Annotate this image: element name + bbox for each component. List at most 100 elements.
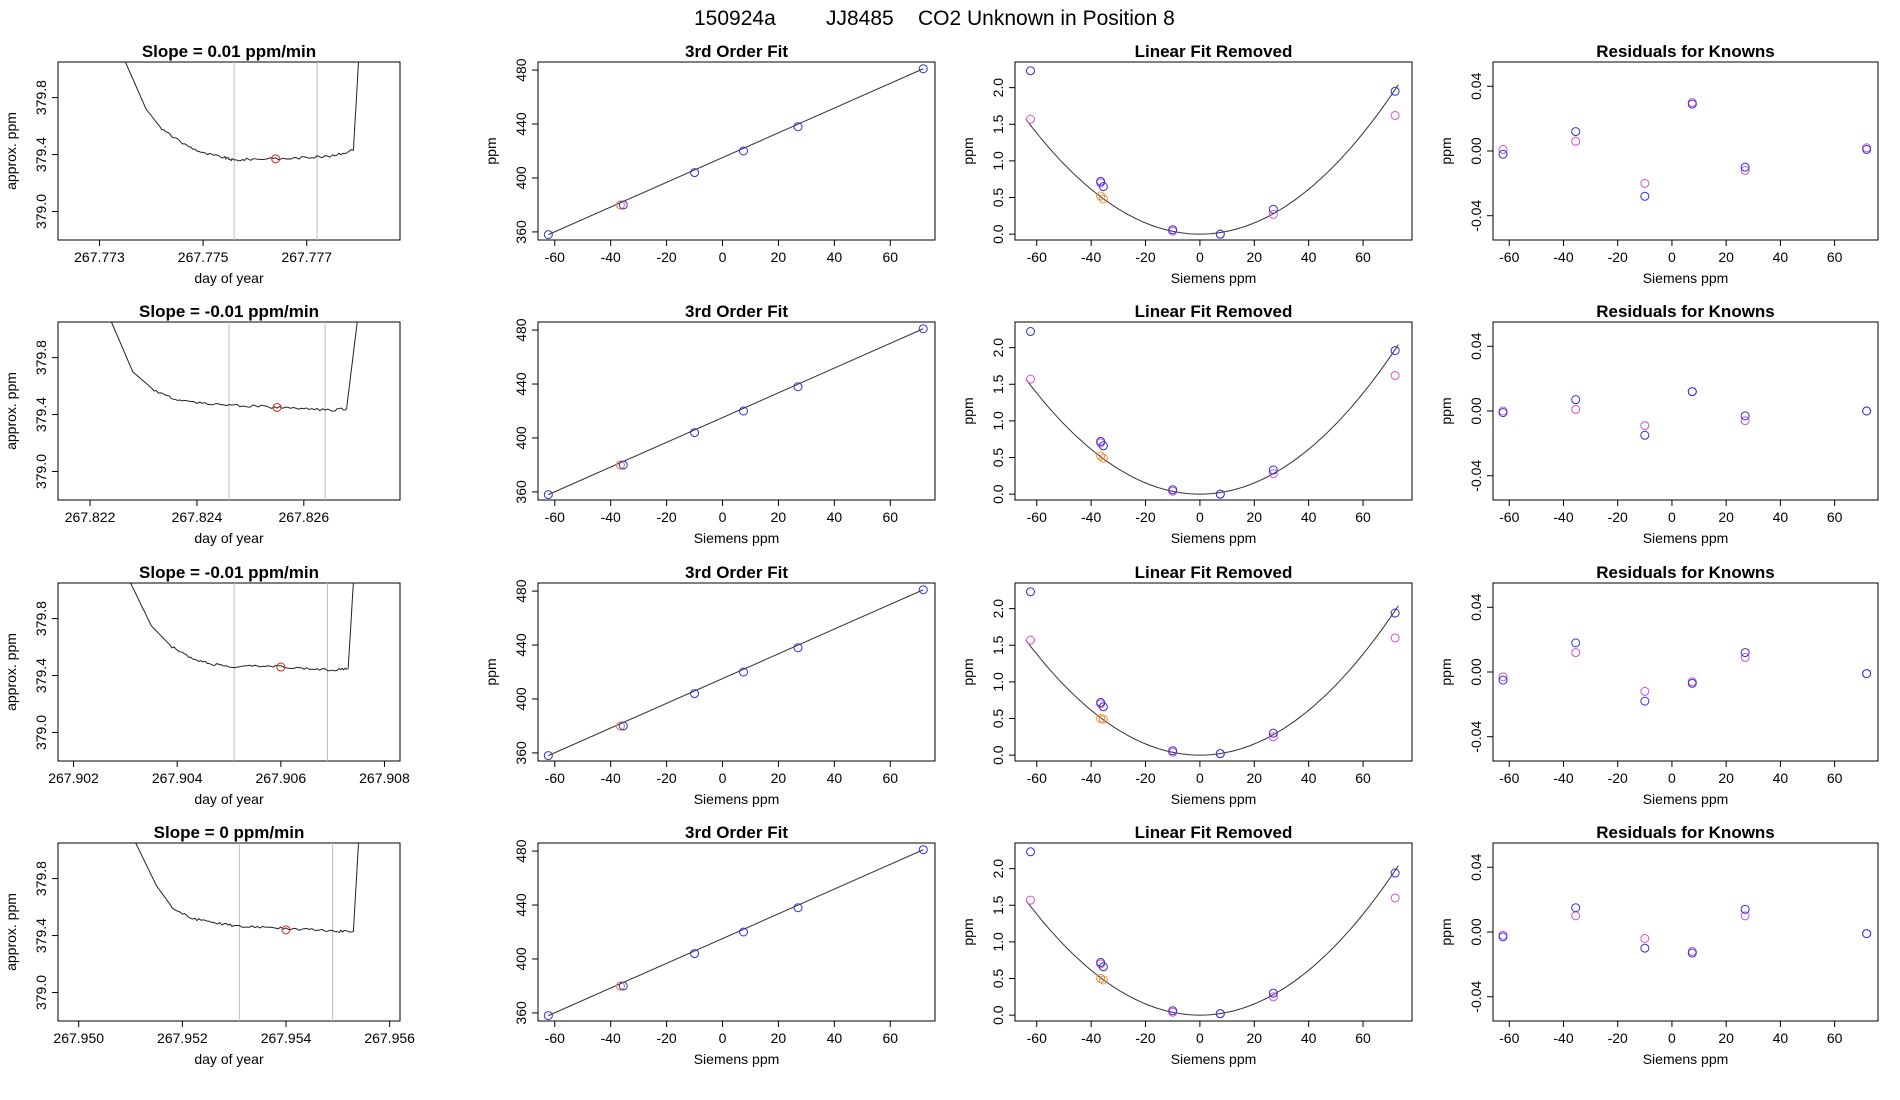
plot-frame <box>1014 61 1413 241</box>
point-blue <box>1268 204 1278 214</box>
panel-title: Linear Fit Removed <box>1135 302 1293 321</box>
y-tick-label: -0.04 <box>1468 200 1484 232</box>
description: CO2 Unknown in Position 8 <box>918 7 1175 30</box>
point-magenta <box>1740 911 1750 921</box>
y-axis-label: ppm <box>483 658 499 685</box>
x-tick-label: 267.777 <box>281 249 332 265</box>
point-blue <box>1096 957 1106 967</box>
x-tick-label: 40 <box>1301 249 1317 265</box>
y-tick-label: -0.04 <box>1468 981 1484 1013</box>
y-tick-label: 480 <box>513 318 529 342</box>
panel-r2-c2: 3rd Order Fit Siemens ppm -60 -40 -20 0 20 40 60… <box>513 302 936 546</box>
fit-curve <box>1025 84 1399 235</box>
point-blue <box>1390 868 1400 878</box>
x-tick-label: 20 <box>771 770 787 786</box>
run-id: 150924a <box>694 7 776 30</box>
x-tick-label: 40 <box>1301 1030 1317 1046</box>
point-magenta <box>1390 893 1400 903</box>
point-magenta <box>1390 370 1400 380</box>
tank-id: JJ8485 <box>826 7 894 30</box>
panel-r3-c1: Slope = -0.01 ppm/min day of year approx. … <box>3 563 410 807</box>
fit-curve <box>1025 344 1399 495</box>
point-blue <box>1390 346 1400 356</box>
x-tick-label: 60 <box>882 249 898 265</box>
panel-title: 3rd Order Fit <box>685 42 788 61</box>
panel-title: 3rd Order Fit <box>685 302 788 321</box>
plot-area <box>543 585 928 761</box>
x-tick-label: 20 <box>1718 770 1734 786</box>
y-tick-label: 0.04 <box>1468 853 1484 880</box>
y-axis-label: ppm <box>960 658 976 685</box>
plot-area <box>543 845 928 1021</box>
x-tick-label: 0 <box>1668 1030 1676 1046</box>
point-blue <box>1571 638 1581 648</box>
y-axis-label: ppm <box>960 397 976 424</box>
x-axis-label: day of year <box>194 1051 264 1067</box>
point-blue <box>918 585 928 595</box>
panel-title: 3rd Order Fit <box>685 823 788 842</box>
x-tick-label: -20 <box>1608 249 1628 265</box>
plot-frame <box>1014 582 1413 762</box>
y-tick-label: 379.0 <box>33 194 49 229</box>
x-tick-label: 0 <box>1196 1030 1204 1046</box>
plot-area <box>130 583 354 761</box>
point-orange <box>1098 453 1108 463</box>
point-blue <box>1168 225 1178 235</box>
y-axis-label: ppm <box>1438 918 1454 945</box>
point-blue <box>738 927 748 937</box>
point-blue <box>690 949 700 959</box>
x-tick-label: 60 <box>1827 509 1843 525</box>
x-tick-label: 267.902 <box>48 770 99 786</box>
x-tick-label: 60 <box>1827 249 1843 265</box>
y-tick-label: 379.4 <box>33 397 49 432</box>
panel-title: Residuals for Knowns <box>1596 42 1775 61</box>
x-axis-label: Siemens ppm <box>694 791 780 807</box>
x-tick-label: 40 <box>1773 770 1789 786</box>
y-tick-label: 0.5 <box>990 969 1006 989</box>
x-tick-label: -40 <box>1553 509 1573 525</box>
point-blue <box>1862 144 1872 154</box>
y-tick-label: 379.8 <box>33 340 49 375</box>
plot-frame <box>1492 842 1879 1022</box>
x-tick-label: 267.904 <box>152 770 203 786</box>
plot-area <box>1025 587 1400 759</box>
y-tick-label: 2.0 <box>990 338 1006 358</box>
point-blue <box>618 200 628 210</box>
y-tick-label: 1.5 <box>990 635 1006 655</box>
panel-r4-c1: Slope = 0 ppm/min day of year approx. ppm 2… <box>3 823 415 1067</box>
x-tick-label: 60 <box>1355 1030 1371 1046</box>
point-blue <box>793 903 803 913</box>
panel-title: Linear Fit Removed <box>1135 563 1293 582</box>
point-magenta <box>1268 732 1278 742</box>
point-magenta <box>1268 992 1278 1002</box>
x-tick-label: -40 <box>1081 1030 1101 1046</box>
x-axis-label: Siemens ppm <box>1171 270 1257 286</box>
y-tick-label: 0.00 <box>1468 658 1484 685</box>
plot-area <box>543 64 928 240</box>
x-tick-label: 20 <box>1246 509 1262 525</box>
point-magenta <box>1498 672 1508 682</box>
x-tick-label: 20 <box>1246 1030 1262 1046</box>
plot-frame <box>537 582 936 762</box>
point-blue <box>1687 387 1697 397</box>
point-blue <box>1498 149 1508 159</box>
x-tick-label: 60 <box>1827 1030 1843 1046</box>
x-axis-label: day of year <box>194 530 264 546</box>
x-tick-label: 60 <box>882 770 898 786</box>
x-tick-label: 60 <box>1355 249 1371 265</box>
y-tick-label: 0.0 <box>990 1005 1006 1025</box>
y-axis-label: ppm <box>960 918 976 945</box>
plot-frame <box>1492 582 1879 762</box>
point-blue <box>793 122 803 132</box>
y-tick-label: 360 <box>513 480 529 504</box>
y-axis-label: approx. ppm <box>3 112 19 190</box>
x-tick-label: -20 <box>1135 1030 1155 1046</box>
y-tick-label: 400 <box>513 166 529 190</box>
point-orange <box>615 200 625 210</box>
plot-area <box>1498 903 1872 958</box>
point-blue <box>1025 327 1035 337</box>
point-blue <box>1215 489 1225 499</box>
point-blue <box>1640 430 1650 440</box>
point-blue <box>618 721 628 731</box>
x-tick-label: -40 <box>1081 509 1101 525</box>
